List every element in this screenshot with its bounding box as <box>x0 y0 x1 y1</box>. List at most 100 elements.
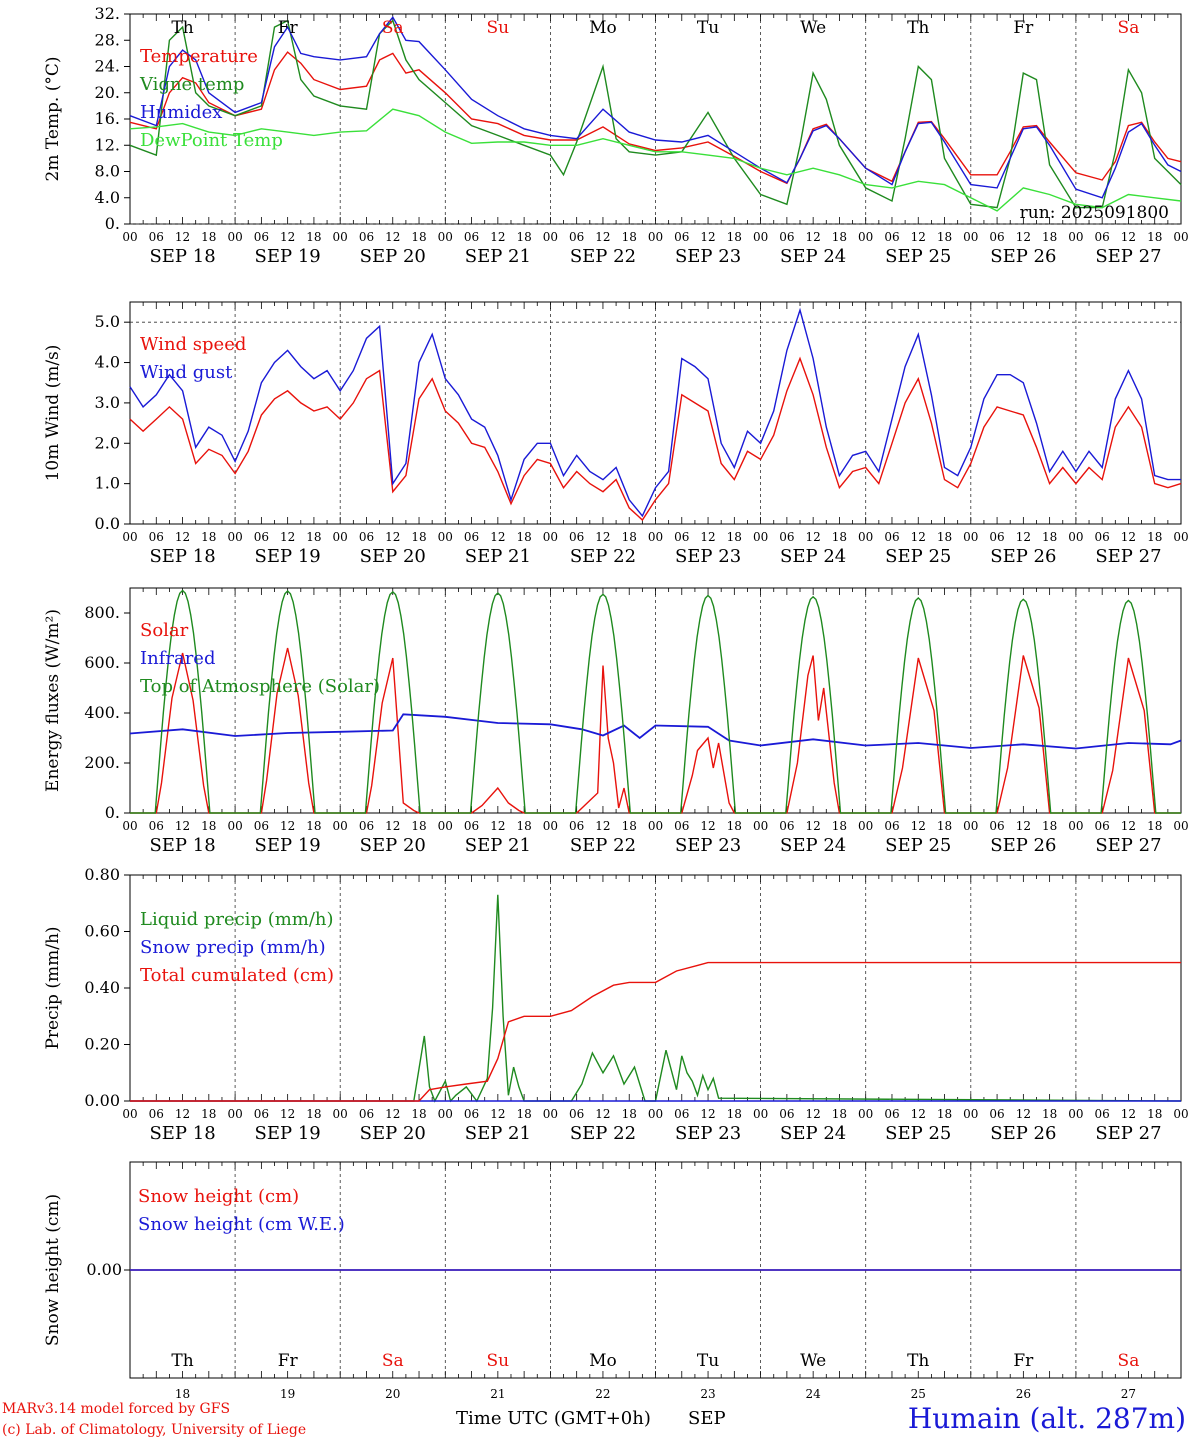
legend-entry: Solar <box>140 620 189 641</box>
y-tick-label: 12. <box>95 135 120 154</box>
y-tick-label: 3.0 <box>95 393 120 412</box>
day-number-label: 18 <box>175 1387 190 1401</box>
hour-tick-label: 00 <box>963 530 978 544</box>
hour-tick-label: 12 <box>490 1107 505 1121</box>
weekday-label: Fr <box>1013 18 1034 38</box>
hour-tick-label: 18 <box>411 819 426 833</box>
hour-tick-label: 00 <box>1068 230 1083 244</box>
date-label: SEP 27 <box>1095 1123 1161 1144</box>
date-label: SEP 18 <box>149 835 215 856</box>
y-tick-label: 20. <box>95 83 120 102</box>
hour-tick-label: 18 <box>622 1107 637 1121</box>
x-axis-label: Time UTC (GMT+0h) <box>456 1408 651 1429</box>
hour-tick-label: 00 <box>122 819 137 833</box>
hour-tick-label: 18 <box>727 819 742 833</box>
footer: MARv3.14 model forced by GFS (c) Lab. of … <box>2 1401 1186 1438</box>
hour-tick-label: 12 <box>700 230 715 244</box>
hour-tick-label: 12 <box>280 819 295 833</box>
date-label: SEP 20 <box>360 246 426 267</box>
date-label: SEP 26 <box>990 1123 1056 1144</box>
hour-tick-label: 00 <box>543 530 558 544</box>
run-annotation: run: 2025091800 <box>1020 203 1169 223</box>
series-line-3 <box>129 16 1182 199</box>
hour-tick-label: 18 <box>411 230 426 244</box>
hour-tick-label: 00 <box>438 1107 453 1121</box>
series-line-1 <box>129 356 1182 522</box>
series-line-2 <box>129 19 1182 209</box>
hour-tick-label: 12 <box>911 819 926 833</box>
hour-tick-label: 18 <box>937 819 952 833</box>
date-label: SEP 18 <box>149 546 215 567</box>
hour-tick-label: 12 <box>175 819 190 833</box>
model-credit: MARv3.14 model forced by GFS <box>2 1401 230 1417</box>
weekday-label: Tu <box>697 18 719 38</box>
date-label: SEP 23 <box>675 546 741 567</box>
hour-tick-label: 06 <box>989 530 1004 544</box>
hour-tick-label: 06 <box>884 530 899 544</box>
hour-tick-label: 18 <box>1042 1107 1057 1121</box>
hour-tick-label: 18 <box>201 1107 216 1121</box>
weekday-label: Th <box>171 1351 193 1371</box>
y-axis-label: Precip (mm/h) <box>43 926 63 1049</box>
hour-tick-label: 12 <box>700 819 715 833</box>
y-axis-label: 10m Wind (m/s) <box>43 345 63 482</box>
date-label: SEP 22 <box>570 835 636 856</box>
date-label: SEP 21 <box>465 835 531 856</box>
day-number-label: 27 <box>1121 1387 1136 1401</box>
hour-tick-label: 00 <box>438 230 453 244</box>
hour-tick-label: 00 <box>963 1107 978 1121</box>
legend-entry: Vigne temp <box>139 74 244 95</box>
panel-3: 0. 200. 400. 600. 800. Energy fluxes (W/m²) So… <box>43 587 1189 856</box>
date-label: SEP 25 <box>885 546 951 567</box>
weekday-label: Sa <box>1118 1351 1140 1371</box>
hour-tick-label: 18 <box>1147 230 1162 244</box>
hour-tick-label: 18 <box>201 230 216 244</box>
hour-tick-label: 00 <box>543 230 558 244</box>
hour-tick-label: 00 <box>858 530 873 544</box>
hour-tick-label: 06 <box>464 1107 479 1121</box>
y-axis-label: 2m Temp. (°C) <box>43 56 63 181</box>
hour-tick-label: 12 <box>490 530 505 544</box>
date-label: SEP 19 <box>255 1123 321 1144</box>
hour-tick-label: 18 <box>1042 819 1057 833</box>
hour-tick-label: 12 <box>911 1107 926 1121</box>
hour-tick-label: 06 <box>1095 819 1110 833</box>
plot-frame <box>129 587 1182 814</box>
y-tick-label: 1.0 <box>95 474 120 493</box>
date-label: SEP 26 <box>990 246 1056 267</box>
hour-tick-label: 18 <box>727 1107 742 1121</box>
hour-tick-label: 00 <box>333 530 348 544</box>
hour-tick-label: 00 <box>1173 819 1188 833</box>
hour-tick-label: 06 <box>884 230 899 244</box>
weekday-label: Fr <box>1013 1351 1034 1371</box>
weekday-label: Sa <box>382 18 404 38</box>
date-label: SEP 25 <box>885 1123 951 1144</box>
hour-tick-label: 06 <box>254 1107 269 1121</box>
hour-tick-label: 12 <box>490 819 505 833</box>
date-label: SEP 23 <box>675 835 741 856</box>
day-number-label: 24 <box>806 1387 822 1401</box>
hour-tick-label: 18 <box>1147 819 1162 833</box>
hour-tick-label: 06 <box>359 230 374 244</box>
hour-tick-label: 06 <box>149 530 164 544</box>
hour-tick-label: 18 <box>201 819 216 833</box>
hour-tick-label: 06 <box>149 1107 164 1121</box>
hour-tick-label: 18 <box>622 530 637 544</box>
hour-tick-label: 00 <box>333 230 348 244</box>
legend-entry: Snow height (cm W.E.) <box>138 1214 345 1235</box>
date-label: SEP 22 <box>570 246 636 267</box>
hour-tick-label: 18 <box>622 230 637 244</box>
hour-tick-label: 18 <box>411 1107 426 1121</box>
hour-tick-label: 12 <box>175 1107 190 1121</box>
hour-tick-label: 12 <box>385 819 400 833</box>
y-tick-label: 4.0 <box>95 353 120 372</box>
series-line-3 <box>130 589 1181 814</box>
date-label: SEP 27 <box>1095 835 1161 856</box>
hour-tick-label: 00 <box>963 819 978 833</box>
hour-tick-label: 18 <box>832 530 847 544</box>
date-label: SEP 27 <box>1095 546 1161 567</box>
hour-tick-label: 12 <box>911 230 926 244</box>
hour-tick-label: 06 <box>779 530 794 544</box>
weekday-label: Fr <box>278 1351 299 1371</box>
